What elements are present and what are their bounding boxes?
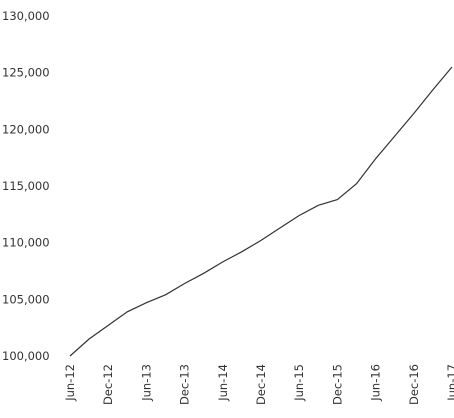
y-tick-label: 130,000 bbox=[2, 9, 50, 23]
x-tick-label: Dec-14 bbox=[254, 364, 268, 405]
x-tick-label: Jun-13 bbox=[139, 364, 153, 402]
x-tick-label: Jun-17 bbox=[445, 364, 454, 402]
x-tick-label: Dec-16 bbox=[407, 364, 421, 405]
x-tick-label: Jun-14 bbox=[216, 364, 230, 402]
y-tick-label: 120,000 bbox=[2, 122, 50, 136]
y-tick-label: 115,000 bbox=[2, 179, 50, 193]
x-tick-label: Jun-16 bbox=[369, 364, 383, 402]
x-tick-label: Jun-12 bbox=[63, 364, 77, 402]
y-tick-label: 125,000 bbox=[2, 66, 50, 80]
x-tick-label: Dec-12 bbox=[101, 364, 115, 405]
y-tick-label: 105,000 bbox=[2, 292, 50, 306]
x-tick-label: Dec-13 bbox=[178, 364, 192, 405]
x-tick-label: Dec-15 bbox=[330, 364, 344, 405]
x-axis: Jun-12 Dec-12 Jun-13 Dec-13 Jun-14 Dec-14 Jun-… bbox=[63, 364, 454, 405]
y-tick-label: 110,000 bbox=[2, 236, 50, 250]
y-axis: 100,000 105,000 110,000 115,000 120,000 125,0… bbox=[2, 9, 50, 363]
y-tick-label: 100,000 bbox=[2, 349, 50, 363]
series-line bbox=[69, 66, 453, 357]
x-tick-label: Jun-15 bbox=[292, 364, 306, 402]
